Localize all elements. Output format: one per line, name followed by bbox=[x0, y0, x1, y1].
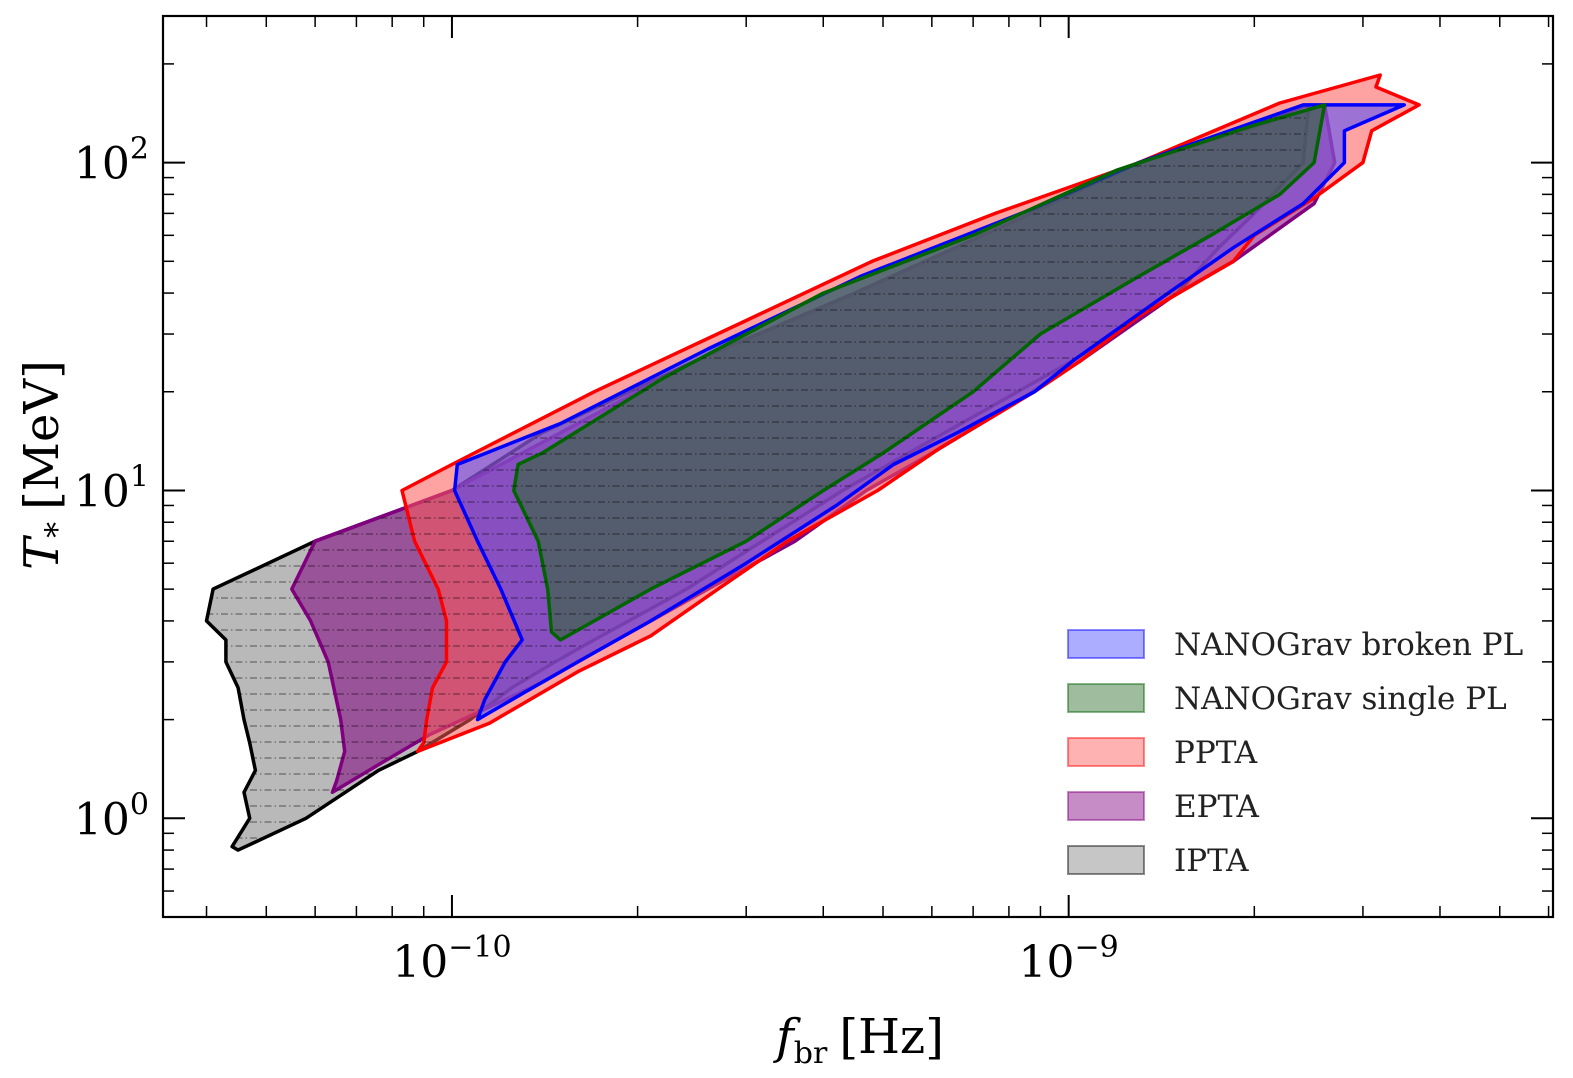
tick-labels: 10−10 10−9 100 101 102 bbox=[74, 132, 1119, 988]
plot-frame bbox=[161, 14, 1555, 919]
legend-swatch-nanograv-broken-pl bbox=[1067, 629, 1145, 659]
legend-swatch-ppta bbox=[1067, 737, 1145, 767]
legend-label-ipta: IPTA bbox=[1174, 843, 1249, 879]
x-axis-label-unit: [Hz] bbox=[839, 1009, 944, 1065]
legend-label-ppta: PPTA bbox=[1174, 735, 1258, 771]
legend-label-nanograv-single-pl: NANOGrav single PL bbox=[1174, 681, 1507, 717]
legend-swatch-epta bbox=[1067, 791, 1145, 821]
legend-swatch-ipta bbox=[1067, 845, 1145, 875]
y-tick-label: 100 bbox=[74, 787, 149, 845]
y-axis-label-main: T bbox=[14, 535, 70, 570]
y-tick-label: 101 bbox=[74, 459, 149, 517]
y-axis-label: T* [MeV] bbox=[14, 360, 76, 570]
legend-label-epta: EPTA bbox=[1174, 789, 1259, 825]
legend: NANOGrav broken PL NANOGrav single PL PPTA… bbox=[1067, 627, 1523, 879]
y-axis-label-unit: [MeV] bbox=[14, 360, 70, 510]
x-tick-label: 10−10 bbox=[392, 930, 511, 988]
axis-ticks bbox=[163, 16, 1553, 918]
region-nanograv-single-pl bbox=[512, 103, 1327, 642]
y-axis-label-sub: * bbox=[38, 522, 76, 538]
x-axis-label: fbr [Hz] bbox=[773, 1009, 944, 1071]
y-tick-label: 102 bbox=[74, 132, 149, 190]
x-axis-label-sub: br bbox=[794, 1036, 828, 1071]
x-tick-label: 10−9 bbox=[1019, 930, 1119, 988]
legend-swatch-nanograv-single-pl bbox=[1067, 683, 1145, 713]
legend-label-nanograv-broken-pl: NANOGrav broken PL bbox=[1174, 627, 1523, 663]
plot-regions bbox=[204, 73, 1421, 852]
